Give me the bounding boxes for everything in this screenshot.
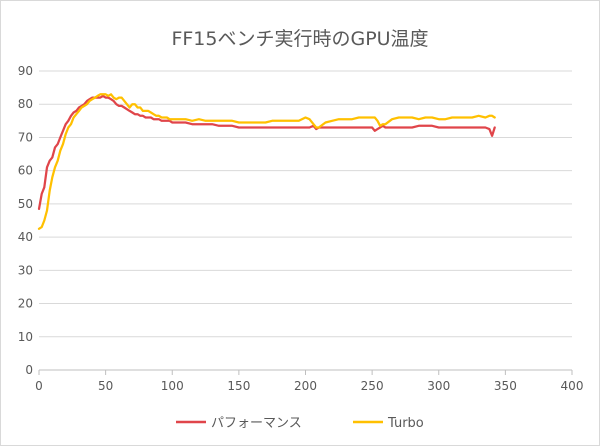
y-tick-label: 10 xyxy=(18,330,33,344)
y-tick-label: 50 xyxy=(18,197,33,211)
legend-label-1: パフォーマンス xyxy=(211,416,302,431)
x-tick-label: 150 xyxy=(227,379,250,393)
y-tick-label: 60 xyxy=(18,164,33,178)
y-tick-label: 0 xyxy=(25,363,33,377)
x-tick-label: 200 xyxy=(294,379,317,393)
series-line-2 xyxy=(37,93,496,230)
x-tick-label: 300 xyxy=(427,379,450,393)
x-tick-label: 250 xyxy=(361,379,384,393)
y-tick-label: 40 xyxy=(18,230,33,244)
y-tick-label: 30 xyxy=(18,263,33,277)
y-tick-label: 80 xyxy=(18,97,33,111)
y-tick-label: 90 xyxy=(18,64,33,78)
series-lines xyxy=(37,93,496,230)
chart-title: FF15ベンチ実行時のGPU温度 xyxy=(171,28,428,50)
grid-lines xyxy=(39,70,572,338)
x-tick-label: 400 xyxy=(561,379,584,393)
y-tick-label: 20 xyxy=(18,297,33,311)
x-tick-label: 100 xyxy=(161,379,184,393)
x-tick-label: 0 xyxy=(35,379,43,393)
legend-label-2: Turbo xyxy=(387,416,424,431)
y-axis-ticks: 0 10 20 30 40 50 60 70 80 90 xyxy=(18,64,33,377)
x-tick-label: 350 xyxy=(494,379,517,393)
legend: パフォーマンス Turbo xyxy=(176,416,424,431)
y-tick-label: 70 xyxy=(18,130,33,144)
x-axis-ticks: 0 50 100 150 200 250 300 350 400 xyxy=(35,370,583,393)
series-line-1 xyxy=(37,94,496,211)
x-tick-label: 50 xyxy=(98,379,113,393)
